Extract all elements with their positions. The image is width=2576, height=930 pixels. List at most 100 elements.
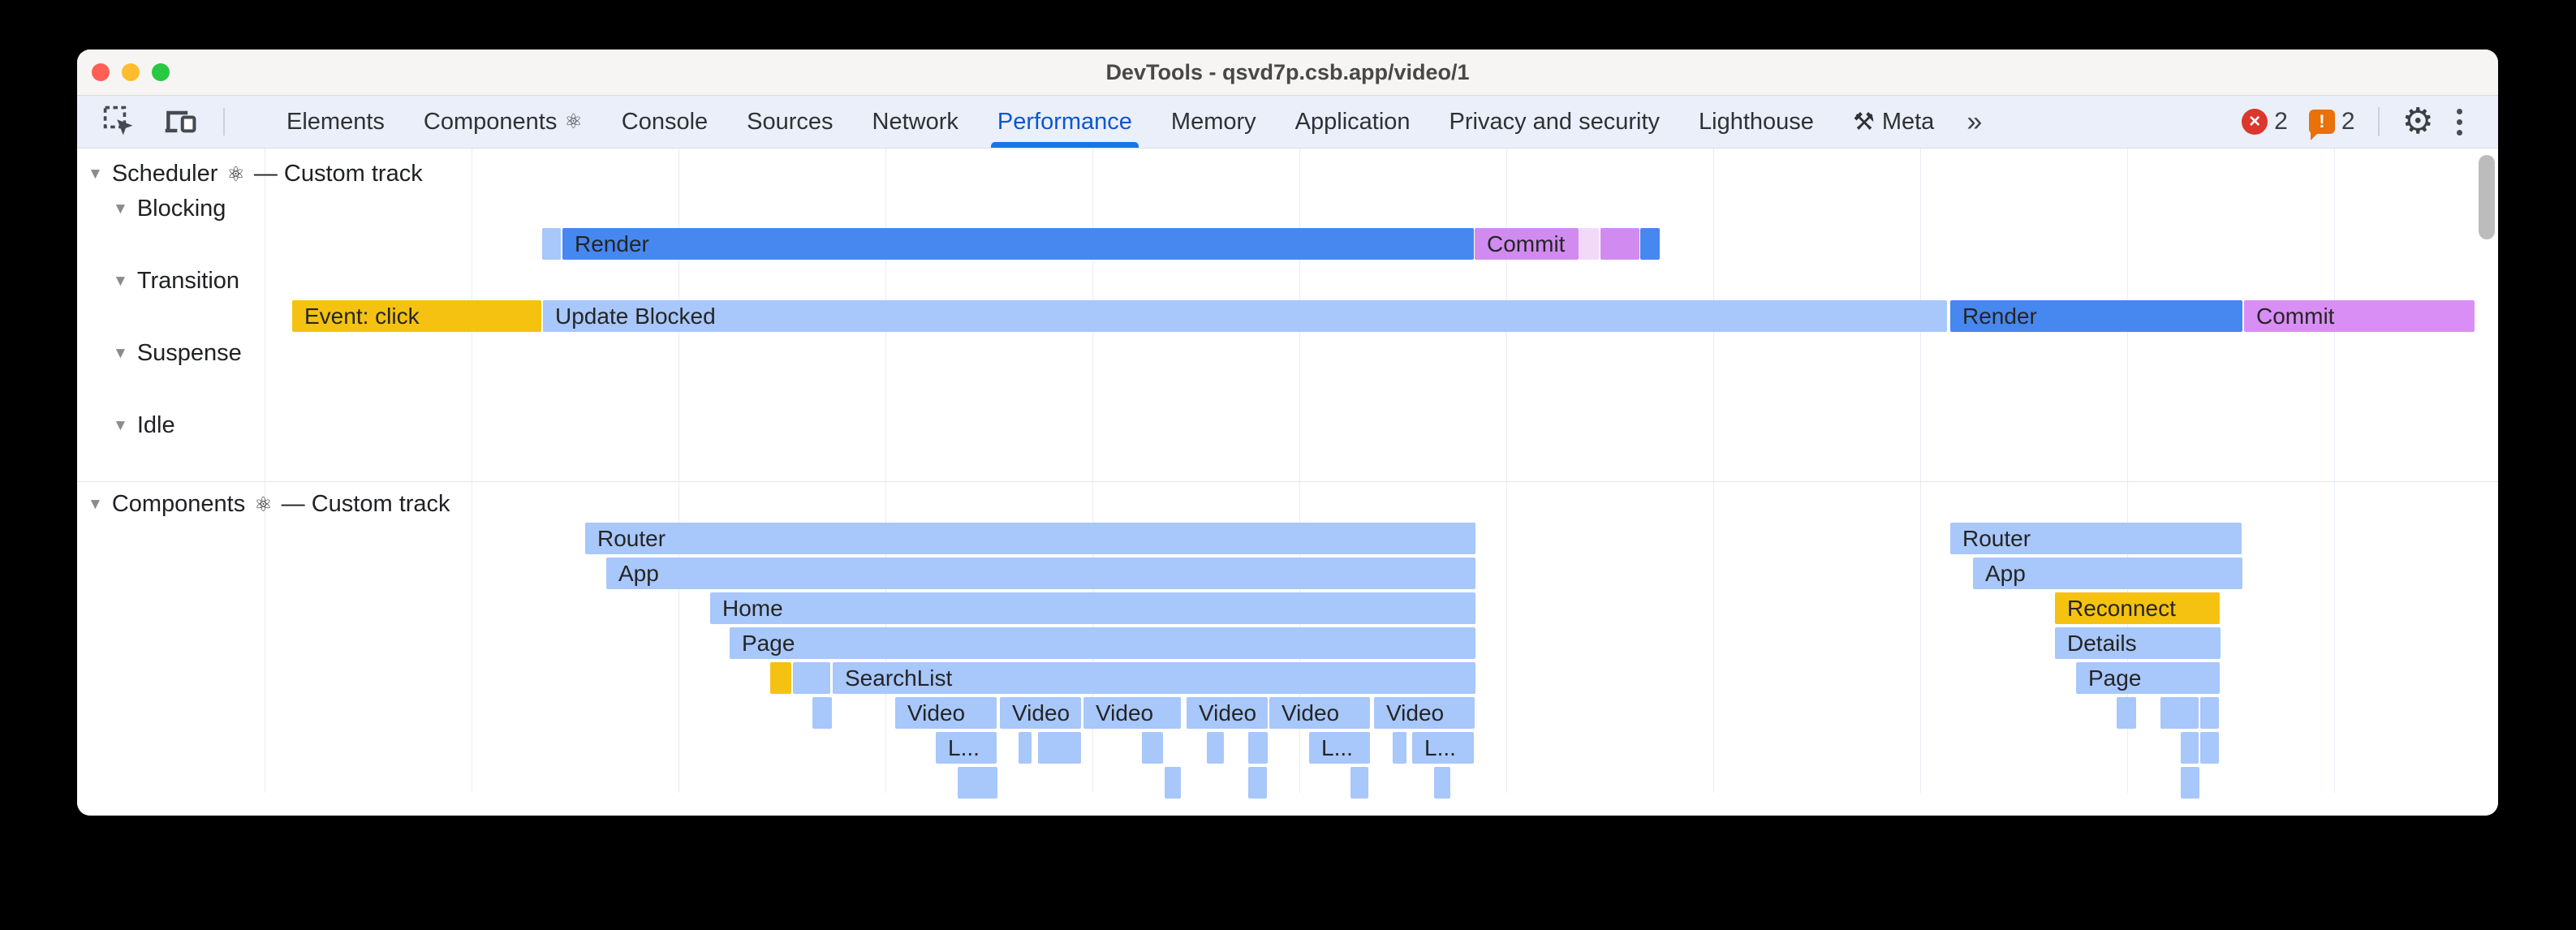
row-label-idle[interactable]: ▼ Idle [113,412,175,439]
performance-flame-chart[interactable]: ▼ Scheduler ⚛ — Custom track ▼ Blocking ▼ Trans… [77,149,2498,816]
tab-privacy-and-security[interactable]: Privacy and security [1430,96,1680,148]
flame-bar-home[interactable]: Home [710,592,1475,624]
warning-count: 2 [2341,108,2355,135]
flame-bar[interactable] [2160,697,2199,729]
gridline [2127,149,2128,793]
console-warnings-badge[interactable]: ! 2 [2302,108,2355,140]
minimize-window-button[interactable] [122,63,140,81]
device-toolbar-icon[interactable] [162,104,199,140]
flame-bar[interactable] [770,662,791,694]
tab-console[interactable]: Console [602,96,727,148]
flame-bar[interactable] [1434,767,1450,799]
row-label-transition[interactable]: ▼ Transition [113,268,239,295]
flame-bar-event-click[interactable]: Event: click [292,300,541,332]
close-window-button[interactable] [92,63,110,81]
flame-bar[interactable] [2117,697,2136,729]
flame-bar[interactable] [542,228,561,260]
title-bar[interactable]: DevTools - qsvd7p.csb.app/video/1 [77,50,2498,96]
flame-bar[interactable] [1019,732,1032,764]
flame-bar[interactable] [2200,732,2219,764]
flame-bar-app[interactable]: App [606,558,1475,589]
flame-bar[interactable] [1038,732,1081,764]
tab-memory[interactable]: Memory [1152,96,1276,148]
flame-bar-details[interactable]: Details [2055,627,2221,659]
flame-bar-searchlist[interactable]: SearchList [833,662,1475,694]
collapse-triangle-icon[interactable]: ▼ [113,344,128,362]
flame-bar[interactable] [1393,732,1406,764]
flame-bar[interactable] [1248,767,1267,799]
flame-bar[interactable] [2200,697,2219,729]
flame-bar-page[interactable]: Page [730,627,1475,659]
flame-bar-render[interactable]: Render [562,228,1474,260]
flame-bar-l[interactable]: L... [1309,732,1370,764]
tab-label: Privacy and security [1449,108,1661,135]
flame-bar-video[interactable]: Video [1374,697,1475,729]
settings-gear-icon[interactable]: ⚙ [2402,101,2434,141]
collapse-triangle-icon[interactable]: ▼ [113,200,128,217]
tab-application[interactable]: Application [1276,96,1430,148]
flame-bar-app[interactable]: App [1973,558,2242,589]
flame-bar-update-blocked[interactable]: Update Blocked [543,300,1947,332]
collapse-triangle-icon[interactable]: ▼ [88,495,103,513]
label-text: Scheduler [111,161,218,187]
flame-bar[interactable] [2181,767,2199,799]
flame-bar[interactable] [1350,767,1368,799]
tab-performance[interactable]: Performance [978,96,1152,148]
tab-components[interactable]: Components ⚛ [404,96,602,148]
tab-more-tabs[interactable]: » [1954,96,1995,148]
label-suffix: — Custom track [253,161,423,187]
fullscreen-window-button[interactable] [152,63,170,81]
collapse-triangle-icon[interactable]: ▼ [113,272,128,290]
kebab-menu-icon[interactable] [2449,105,2470,139]
tab-label: Sources [747,108,834,135]
gridline [1299,149,1300,793]
flame-bar[interactable] [1142,732,1163,764]
flame-bar[interactable] [1640,228,1660,260]
inspect-element-icon[interactable] [101,104,137,140]
collapse-triangle-icon[interactable]: ▼ [113,416,128,434]
track-label-components[interactable]: ▼ Components ⚛ — Custom track [88,491,450,518]
row-label-blocking[interactable]: ▼ Blocking [113,196,226,222]
tab-sources[interactable]: Sources [727,96,852,148]
tab-label: Performance [997,108,1132,135]
flame-bar-video[interactable]: Video [1000,697,1081,729]
flame-bar-commit[interactable]: Commit [2244,300,2475,332]
tab-label: Components [423,108,558,135]
vertical-scrollbar-thumb[interactable] [2479,155,2495,239]
tab-network[interactable]: Network [853,96,978,148]
flame-bar-render[interactable]: Render [1950,300,2242,332]
flame-bar[interactable] [1600,228,1639,260]
flame-bar[interactable] [1248,732,1268,764]
flame-bar-router[interactable]: Router [585,523,1475,554]
flame-bar[interactable] [1165,767,1181,799]
flame-bar[interactable] [812,697,832,729]
flame-bar-commit[interactable]: Commit [1475,228,1579,260]
flame-bar-l[interactable]: L... [1412,732,1474,764]
flame-bar[interactable] [2181,732,2199,764]
flame-bar-video[interactable]: Video [1083,697,1181,729]
flame-bar-l[interactable]: L... [936,732,997,764]
tab-lighthouse[interactable]: Lighthouse [1679,96,1833,148]
label-suffix: — Custom track [281,491,450,517]
collapse-triangle-icon[interactable]: ▼ [88,165,103,183]
tab-label: Console [621,108,709,135]
tab-meta[interactable]: ⚒ Meta [1833,96,1954,148]
flame-bar-router[interactable]: Router [1950,523,2242,554]
flame-bar-reconnect[interactable]: Reconnect [2055,592,2220,624]
flame-bar[interactable] [793,662,830,694]
row-label-suspense[interactable]: ▼ Suspense [113,340,242,367]
flame-bar-video[interactable]: Video [1269,697,1370,729]
flame-bar-page[interactable]: Page [2076,662,2220,694]
track-label-scheduler[interactable]: ▼ Scheduler ⚛ — Custom track [88,161,423,187]
flame-bar-video[interactable]: Video [895,697,997,729]
flame-bar[interactable] [1579,228,1599,260]
flame-bar-video[interactable]: Video [1187,697,1268,729]
flame-bar[interactable] [1207,732,1224,764]
console-errors-badge[interactable]: × 2 [2242,108,2288,136]
flame-bar[interactable] [958,767,997,799]
react-atom-icon: ⚛ [226,162,245,186]
traffic-lights [92,63,170,81]
tab-elements[interactable]: Elements [267,96,404,148]
tab-label: » [1966,105,1983,137]
gridline [885,149,886,793]
